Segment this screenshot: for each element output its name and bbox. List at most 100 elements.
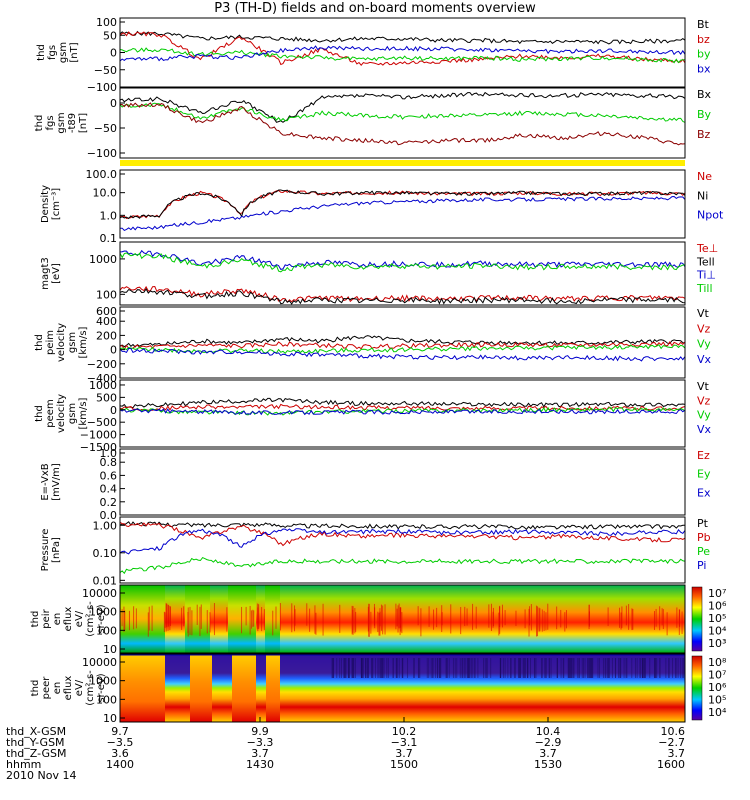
footer-value: 3.7: [251, 747, 269, 760]
footer-value: 10.2: [392, 725, 417, 738]
y-tick-label: 1000: [89, 675, 117, 688]
spectrogram-quiet-region: [120, 585, 165, 653]
y-axis-label: fgs: [47, 45, 58, 60]
series-line-vt: [119, 397, 686, 409]
colorbar-gradient: [691, 586, 703, 652]
legend: Vt Vz Vy Vx: [697, 307, 712, 366]
series-line-bz: [119, 102, 686, 146]
panel-frame: [119, 653, 686, 723]
y-axis-label: -t89: [67, 113, 78, 133]
y-tick-label: 0.8: [100, 456, 118, 469]
legend-entry: Vz: [697, 394, 711, 407]
series-line-vt: [119, 335, 686, 348]
y-tick-label: 0.6: [100, 469, 118, 482]
series-line-bx: [119, 91, 686, 123]
footer-value: −2.7: [658, 736, 685, 749]
legend-entry: bx: [697, 62, 711, 75]
y-axis-label: eflux: [63, 676, 74, 701]
legend-entry: Ni: [697, 189, 708, 202]
y-axis-label: Pressure: [40, 529, 51, 572]
y-axis-label: peir: [41, 608, 52, 628]
spectrogram-quiet-region: [190, 654, 212, 722]
legend: Ne Ni Npot: [697, 170, 724, 222]
legend-entry: Tell: [696, 255, 715, 268]
y-axis-label: [mV/m]: [51, 463, 62, 501]
y-axis-label: eflux: [63, 607, 74, 632]
y-axis-label: [nT]: [69, 42, 80, 62]
footer-value: −3.3: [247, 736, 274, 749]
series-line-npot: [119, 195, 686, 232]
colorbar-tick-label: 10⁶: [708, 681, 727, 694]
panel-frame: [119, 379, 686, 448]
series-line-pe: [119, 556, 686, 575]
series-line-by: [119, 102, 686, 123]
y-axis-label: sr-eV): [96, 673, 107, 702]
legend-entry: Vy: [697, 409, 711, 422]
y-tick-label: 0: [110, 344, 117, 357]
y-axis-label: en: [52, 613, 63, 626]
y-axis-label: [km/s]: [78, 397, 89, 429]
y-tick-label: 0.4: [100, 483, 118, 496]
panel-frame: [119, 516, 686, 584]
y-axis-label: fgs: [45, 115, 56, 130]
y-tick-label: −100: [87, 81, 117, 94]
panel-p7: Ez Ey Ex 1.00.80.60.40.20.0 E=-VxB [mV/m]: [40, 447, 711, 522]
legend-entry: Ne: [697, 170, 712, 183]
y-tick-label: 0: [110, 404, 117, 417]
series-line-ti: [119, 249, 686, 270]
legend-entry: Vx: [697, 353, 712, 366]
y-tick-label: 10: [103, 712, 117, 725]
y-tick-label: −100: [87, 147, 117, 160]
panel-p3: Ne Ni Npot 100.0 10.0 1.0 0.1 Density [cm⁻³]: [40, 168, 724, 245]
legend-entry: Vz: [697, 322, 711, 335]
colorbar-gradient: [691, 655, 703, 721]
legend-entry: bz: [697, 33, 710, 46]
y-axis-label: (cm²-s-: [85, 601, 96, 637]
legend-entry: Pb: [697, 531, 711, 544]
y-tick-label: 0: [110, 47, 117, 60]
series-line-ni: [119, 189, 686, 220]
panel-frame: [119, 17, 686, 88]
y-axis-label: gsm: [58, 42, 69, 63]
y-tick-label: 100: [96, 16, 117, 29]
series-line-pi: [119, 528, 686, 555]
y-tick-label: −50: [94, 122, 117, 135]
footer-value: 3.6: [111, 747, 129, 760]
colorbar-tick-label: 10³: [708, 637, 726, 650]
y-tick-label: −500: [87, 416, 117, 429]
y-tick-label: 0.10: [93, 547, 118, 560]
series-line-bt: [119, 30, 686, 45]
y-axis-label: (cm²-s-: [85, 670, 96, 706]
panel-frame: [119, 241, 686, 306]
y-tick-label: −200: [87, 358, 117, 371]
colorbar-tick-label: 10⁸: [708, 656, 727, 669]
series-line-vy: [119, 344, 686, 355]
y-axis-label: eV/: [74, 610, 85, 627]
y-axis-label: eV/: [74, 679, 85, 696]
y-tick-label: −1000: [80, 429, 117, 442]
chart-title: P3 (TH-D) fields and on-board moments ov…: [214, 1, 536, 16]
y-axis-label: gsm: [67, 332, 78, 353]
y-tick-label: 10000: [82, 656, 117, 669]
y-axis-label: [nT]: [78, 113, 89, 133]
colorbar-tick-label: 10⁵: [708, 694, 726, 707]
legend-entry: By: [697, 108, 712, 121]
colorbar-tick-label: 10⁶: [708, 600, 727, 613]
y-tick-label: 200: [96, 329, 117, 342]
y-tick-label: 0: [110, 97, 117, 110]
legend-entry: Ti⊥: [696, 269, 716, 282]
footer-label: 2010 Nov 14: [6, 769, 76, 782]
legend-entry: Vy: [697, 338, 711, 351]
series-line-tell: [119, 288, 686, 305]
panel-frame: [119, 584, 686, 654]
footer-value: −2.9: [535, 736, 562, 749]
series-line-till: [119, 252, 686, 273]
y-tick-label: 500: [96, 391, 117, 404]
